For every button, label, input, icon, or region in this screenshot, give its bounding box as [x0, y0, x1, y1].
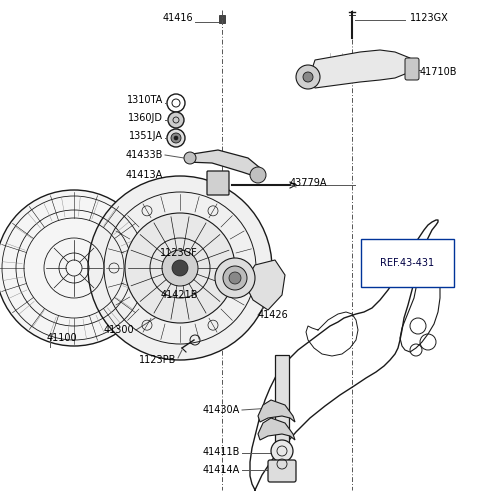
Text: REF.43-431: REF.43-431: [380, 258, 434, 268]
Text: 41300: 41300: [103, 325, 134, 335]
Text: 41413A: 41413A: [126, 170, 163, 180]
FancyBboxPatch shape: [405, 58, 419, 80]
Circle shape: [184, 152, 196, 164]
Circle shape: [174, 136, 178, 140]
Text: 41430A: 41430A: [203, 405, 240, 415]
Text: 1123GF: 1123GF: [160, 248, 198, 258]
Text: 1351JA: 1351JA: [129, 131, 163, 141]
Text: 1123GX: 1123GX: [410, 13, 449, 23]
Polygon shape: [186, 150, 265, 178]
Text: 41414A: 41414A: [203, 465, 240, 475]
FancyBboxPatch shape: [275, 355, 289, 445]
Circle shape: [229, 272, 241, 284]
Text: 41421B: 41421B: [160, 290, 198, 300]
Polygon shape: [310, 50, 410, 88]
Circle shape: [303, 72, 313, 82]
Circle shape: [88, 176, 272, 360]
FancyBboxPatch shape: [268, 460, 296, 482]
Text: 1123PB: 1123PB: [139, 355, 176, 365]
Circle shape: [223, 266, 247, 290]
Circle shape: [271, 440, 293, 462]
Polygon shape: [258, 418, 295, 440]
Circle shape: [162, 250, 198, 286]
Text: 41433B: 41433B: [126, 150, 163, 160]
Circle shape: [296, 65, 320, 89]
Circle shape: [215, 258, 255, 298]
Text: 41411B: 41411B: [203, 447, 240, 457]
Text: 41100: 41100: [47, 333, 78, 343]
Text: 1310TA: 1310TA: [127, 95, 163, 105]
Text: 1360JD: 1360JD: [128, 113, 163, 123]
Text: 41710B: 41710B: [420, 67, 457, 77]
Circle shape: [167, 129, 185, 147]
Text: 43779A: 43779A: [290, 178, 327, 188]
Text: 41426: 41426: [258, 310, 289, 320]
Text: 41416: 41416: [162, 13, 193, 23]
Circle shape: [172, 260, 188, 276]
Circle shape: [0, 190, 152, 346]
Circle shape: [250, 167, 266, 183]
FancyBboxPatch shape: [207, 171, 229, 195]
Circle shape: [171, 133, 181, 143]
Circle shape: [168, 112, 184, 128]
Polygon shape: [258, 400, 295, 422]
Polygon shape: [245, 260, 285, 310]
FancyBboxPatch shape: [219, 15, 225, 23]
Circle shape: [125, 213, 235, 323]
